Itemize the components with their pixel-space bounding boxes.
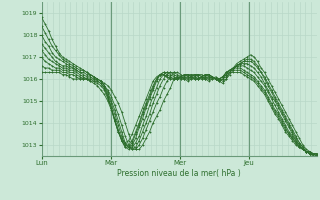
- X-axis label: Pression niveau de la mer( hPa ): Pression niveau de la mer( hPa ): [117, 169, 241, 178]
